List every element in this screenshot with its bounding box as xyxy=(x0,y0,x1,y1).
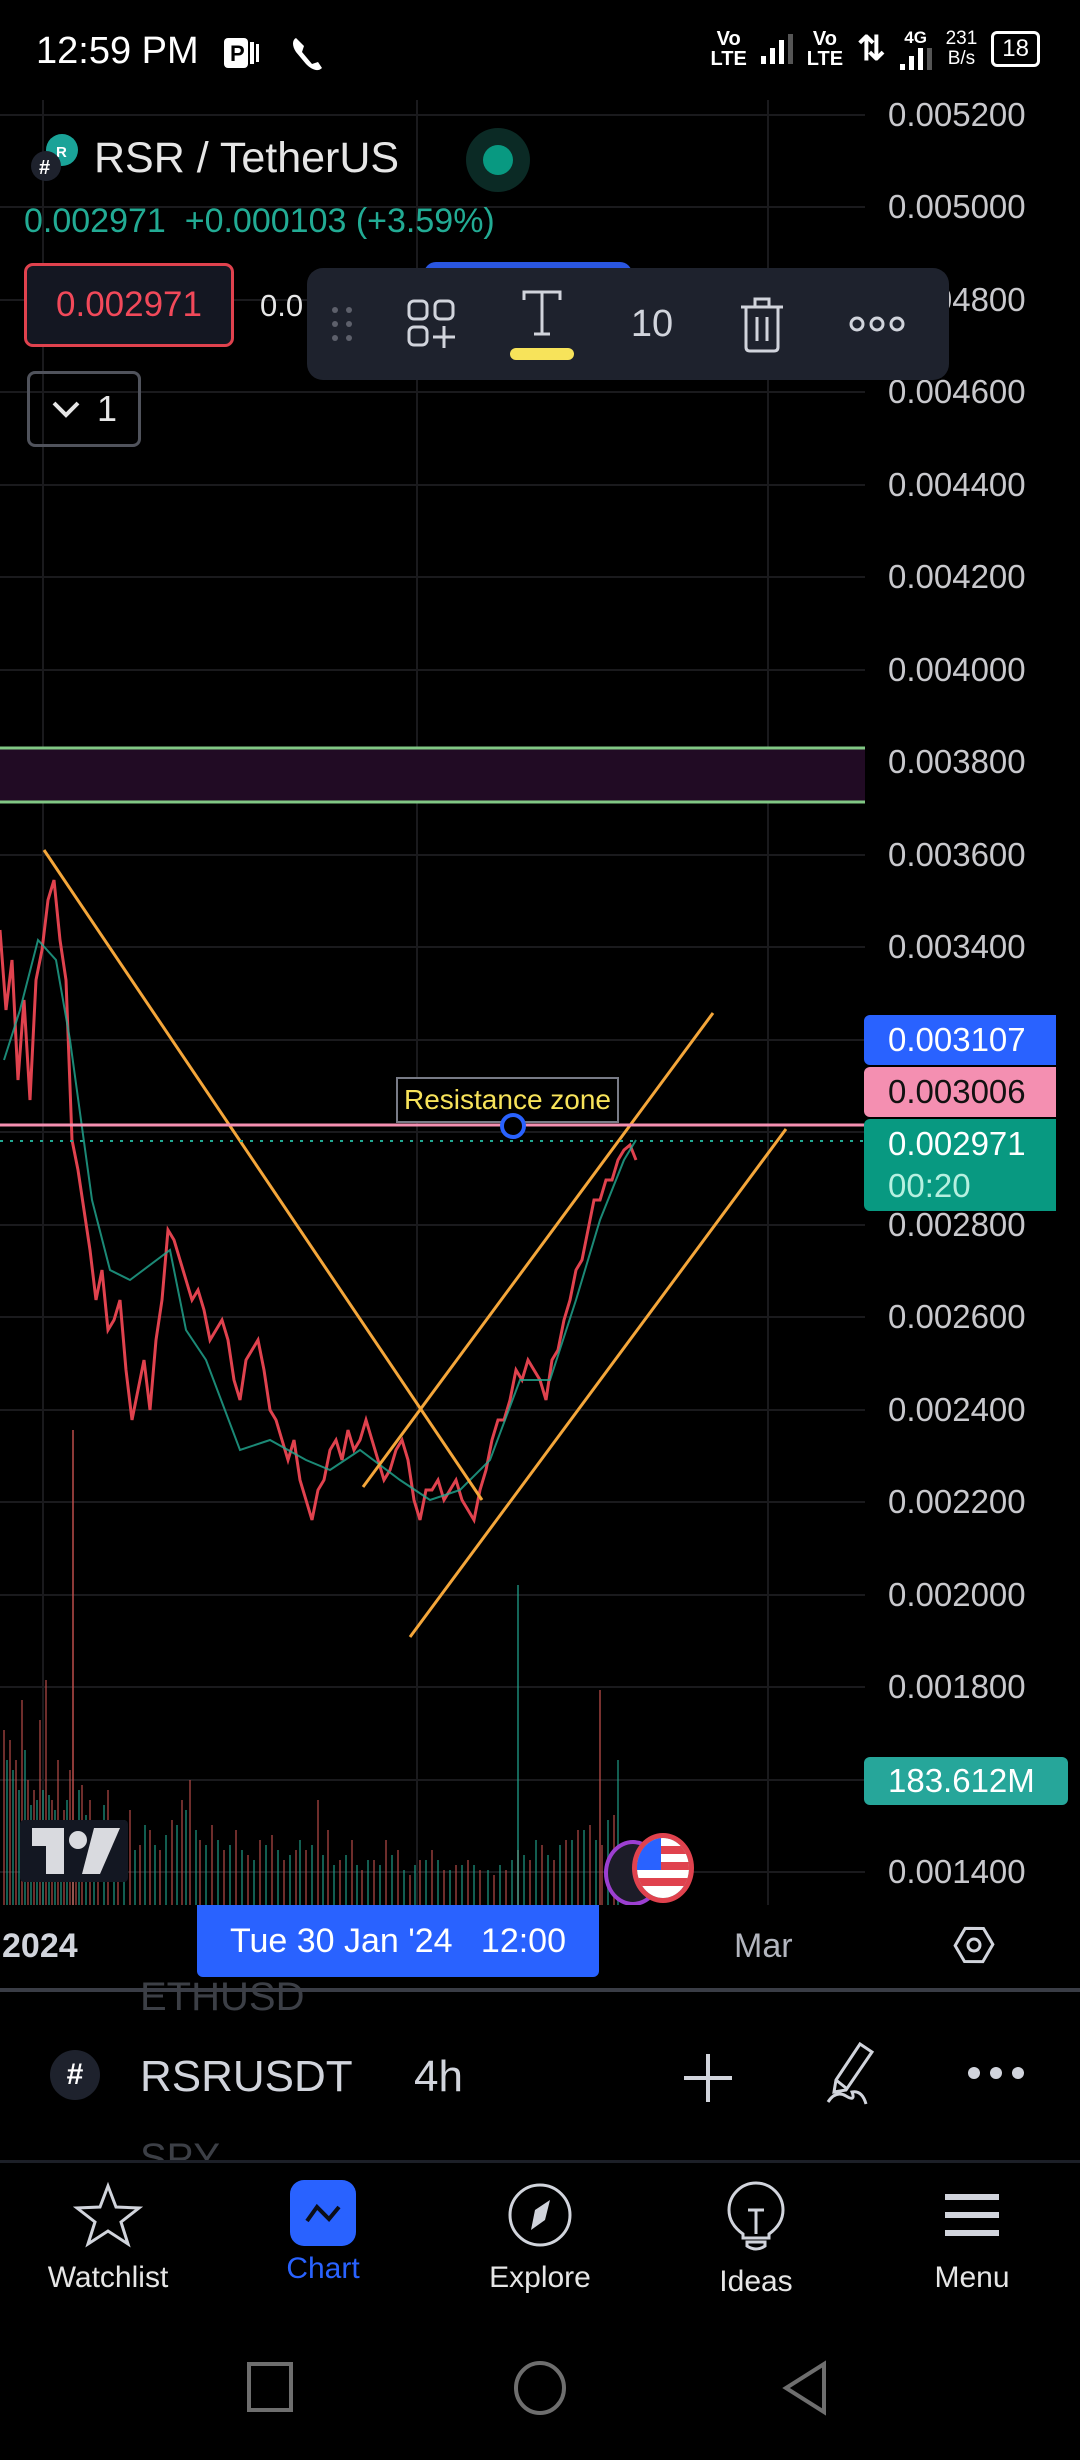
last-price: 0.002971 xyxy=(24,202,166,240)
y-tick: 0.001400 xyxy=(888,1853,1026,1890)
time-label-month: Mar xyxy=(734,1927,793,1965)
ghost-symbol-below: SPY xyxy=(140,2136,221,2160)
y-tick: 0.004200 xyxy=(888,558,1026,595)
symbol-icon: # xyxy=(50,2050,100,2100)
add-button[interactable] xyxy=(680,2050,736,2111)
svg-text:R: R xyxy=(56,144,67,161)
y-tick: 0.003800 xyxy=(888,743,1026,780)
quote-line: 0.002971 +0.000103 (+3.59%) xyxy=(24,202,495,241)
y-tick: 0.002200 xyxy=(888,1483,1026,1520)
pencil-icon xyxy=(826,2041,875,2105)
y-tick: 0.005000 xyxy=(888,188,1026,225)
trash-icon xyxy=(741,297,783,353)
delete-button[interactable] xyxy=(707,295,817,353)
market-open-dot xyxy=(483,145,513,175)
data-arrows-icon: ⇅ xyxy=(857,30,886,68)
back-button[interactable] xyxy=(780,2360,830,2423)
star-icon xyxy=(72,2181,144,2248)
status-icons: Vo LTE Vo LTE ⇅ 4G 231 B/s 18 xyxy=(710,28,1040,70)
y-tick: 0.004000 xyxy=(888,651,1026,688)
nav-explore[interactable]: Explore xyxy=(440,2180,640,2295)
symbol-bar[interactable]: # RSRUSDT 4h xyxy=(0,2030,1080,2120)
signal-2-icon: 4G xyxy=(899,28,932,70)
y-tick: 0.003400 xyxy=(888,928,1026,965)
more-dots-icon xyxy=(968,2067,1024,2079)
spread-text: 0.0 xyxy=(260,288,304,323)
symbol-logo: R # xyxy=(30,130,82,182)
nav-chart[interactable]: Chart xyxy=(223,2180,423,2286)
bar-countdown: 00:20 xyxy=(888,1167,971,1204)
svg-text:P: P xyxy=(230,41,245,66)
sell-button[interactable]: 0.002971 xyxy=(24,263,234,347)
interval-button[interactable]: 4h xyxy=(414,2052,463,2101)
time-label-year: 2024 xyxy=(2,1927,78,1965)
compass-icon xyxy=(508,2183,572,2247)
recent-apps-button[interactable] xyxy=(246,2360,296,2421)
drawing-toolbar[interactable]: 10 xyxy=(307,268,949,380)
quantity-selector[interactable]: 1 xyxy=(27,371,141,447)
drawing-tools-button[interactable] xyxy=(822,2040,886,2115)
chart-canvas[interactable] xyxy=(0,100,865,1905)
more-options-button[interactable] xyxy=(817,315,937,333)
y-tick: 0.001800 xyxy=(888,1668,1026,1705)
tradingview-logo[interactable] xyxy=(18,1818,130,1889)
y-tick: 0.002600 xyxy=(888,1298,1026,1335)
text-color-swatch xyxy=(510,348,574,360)
market-status-indicator[interactable] xyxy=(466,128,530,192)
parking-app-icon: P xyxy=(222,34,260,77)
resistance-price-tag: 0.003006 xyxy=(864,1067,1056,1117)
nav-watchlist[interactable]: Watchlist xyxy=(8,2180,208,2295)
symbol-title[interactable]: RSR / TetherUS xyxy=(94,134,400,182)
chevron-down-icon xyxy=(52,401,80,418)
plus-icon xyxy=(684,2054,732,2102)
ghost-symbol-above: ETHUSD xyxy=(140,1975,305,2019)
status-time: 12:59 PM xyxy=(36,30,199,72)
current-price: 0.002971 xyxy=(888,1125,1026,1162)
volte-2: Vo LTE xyxy=(806,28,844,70)
time-axis[interactable]: 2024 Tue 30 Jan '24 12:00 Mar xyxy=(0,1905,1080,1990)
signal-1-icon xyxy=(760,34,793,64)
chart-icon xyxy=(290,2180,356,2246)
y-tick: 0.002000 xyxy=(888,1576,1026,1613)
net-speed: 231 B/s xyxy=(945,28,978,69)
text-icon xyxy=(522,290,562,336)
svg-text:#: # xyxy=(39,157,50,179)
hamburger-icon xyxy=(945,2194,999,2236)
drag-handle-icon[interactable] xyxy=(307,304,377,344)
crosshair-time-label: Tue 30 Jan '24 12:00 xyxy=(197,1905,599,1977)
price-change: +0.000103 xyxy=(184,202,347,240)
y-tick: 0.004400 xyxy=(888,466,1026,503)
battery-icon: 18 xyxy=(991,31,1040,67)
chart-settings-icon[interactable] xyxy=(952,1923,996,1972)
volte-1: Vo LTE xyxy=(710,28,747,70)
lightbulb-icon xyxy=(727,2181,785,2251)
templates-grid-icon xyxy=(407,299,455,348)
us-flag-event-icon[interactable] xyxy=(632,1833,694,1903)
price-change-pct: (+3.59%) xyxy=(355,202,495,240)
panel-divider[interactable] xyxy=(0,1988,1080,1992)
price-chart[interactable]: Resistance zone xyxy=(0,100,865,1905)
y-tick: 0.002400 xyxy=(888,1391,1026,1428)
y-tick: 0.003600 xyxy=(888,836,1026,873)
home-button[interactable] xyxy=(512,2360,568,2423)
annotation-anchor-handle[interactable] xyxy=(500,1113,526,1139)
nav-divider xyxy=(0,2160,1080,2163)
text-color-button[interactable] xyxy=(487,288,597,360)
blue-price-tag: 0.003107 xyxy=(864,1015,1056,1065)
quantity-value: 1 xyxy=(96,388,118,429)
y-tick: 0.002800 xyxy=(888,1206,1026,1243)
symbol-more-button[interactable] xyxy=(966,2064,1026,2087)
resistance-zone-label[interactable]: Resistance zone xyxy=(396,1077,620,1123)
add-to-templates-button[interactable] xyxy=(377,298,487,350)
more-icon xyxy=(849,316,905,332)
y-tick: 0.005200 xyxy=(888,96,1026,133)
nav-ideas[interactable]: Ideas xyxy=(656,2180,856,2299)
nav-menu[interactable]: Menu xyxy=(872,2180,1072,2295)
symbol-name[interactable]: RSRUSDT xyxy=(140,2052,353,2101)
phone-call-icon xyxy=(288,34,328,79)
current-price-tag: 0.002971 00:20 xyxy=(864,1119,1056,1211)
volume-tag: 183.612M xyxy=(864,1757,1068,1805)
font-size-button[interactable]: 10 xyxy=(630,302,674,345)
